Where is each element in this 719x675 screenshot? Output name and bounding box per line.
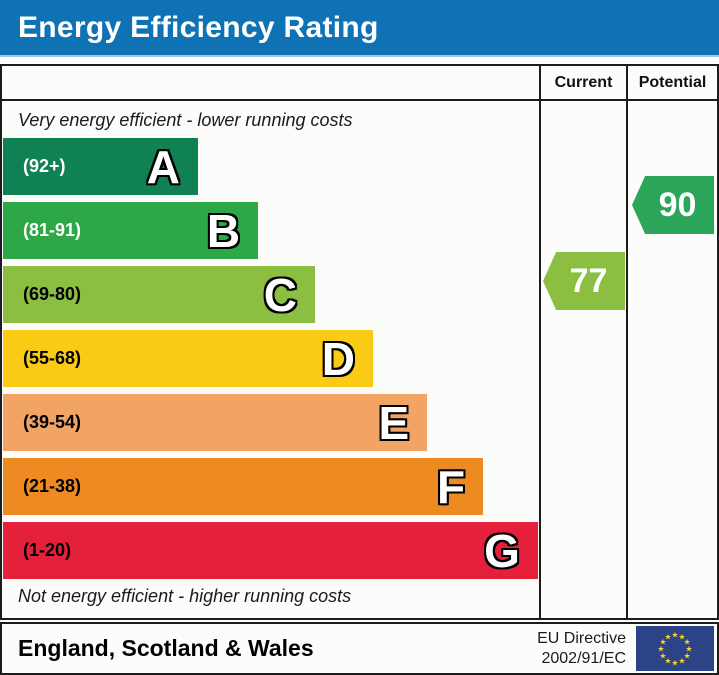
potential-rating-column: 90 <box>628 101 717 618</box>
svg-text:★: ★ <box>678 657 685 666</box>
footer-bar: England, Scotland & Wales EU Directive 2… <box>0 622 719 675</box>
top-note: Very energy efficient - lower running co… <box>18 110 353 130</box>
band-bar-f: (21-38) F <box>3 458 484 515</box>
band-bar-b: (81-91) B <box>3 202 259 259</box>
current-column-header: Current <box>541 66 628 99</box>
chart-header-spacer <box>2 66 541 99</box>
bottom-note: Not energy efficient - higher running co… <box>18 586 352 606</box>
band-letter-g: G <box>484 524 520 577</box>
current-rating-column: 77 <box>541 101 628 618</box>
page-title-bar: Energy Efficiency Rating <box>0 0 719 57</box>
band-range-g: (1-20) <box>23 540 72 560</box>
band-range-a: (92+) <box>23 156 66 176</box>
energy-rating-chart: Current Potential Very energy efficient … <box>0 64 719 620</box>
band-row-b: (81-91) B <box>2 202 539 259</box>
current-rating-arrow: 77 <box>543 252 625 310</box>
eu-flag-field <box>636 626 714 671</box>
svg-text:★: ★ <box>678 632 685 641</box>
band-bar-c: (69-80) C <box>3 266 315 323</box>
band-bar-a: (92+) A <box>3 138 198 195</box>
chart-header-row: Current Potential <box>2 66 717 101</box>
band-range-d: (55-68) <box>23 348 82 368</box>
eu-flag-icon: ★ ★ ★ ★ ★ ★ ★ ★ ★ ★ ★ ★ <box>636 626 714 671</box>
svg-text:★: ★ <box>657 645 664 654</box>
eu-directive-label: EU Directive 2002/91/EC <box>537 629 626 669</box>
potential-rating-value: 90 <box>658 185 697 224</box>
svg-text:★: ★ <box>659 638 666 647</box>
band-letter-c: C <box>263 268 297 321</box>
chart-body: Very energy efficient - lower running co… <box>2 101 717 618</box>
band-letter-e: E <box>378 396 410 449</box>
band-letter-f: F <box>436 460 466 513</box>
band-row-c: (69-80) C <box>2 266 539 323</box>
band-letter-b: B <box>206 204 241 257</box>
region-label: England, Scotland & Wales <box>18 635 314 661</box>
band-bar-e: (39-54) E <box>3 394 428 451</box>
page-title: Energy Efficiency Rating <box>18 10 379 44</box>
rating-bands-column: Very energy efficient - lower running co… <box>2 101 541 618</box>
svg-text:★: ★ <box>659 652 666 661</box>
eu-directive-line2: 2002/91/EC <box>541 649 626 667</box>
band-bar-g: (1-20) G <box>3 522 538 579</box>
band-row-e: (39-54) E <box>2 394 539 451</box>
svg-text:★: ★ <box>684 638 691 647</box>
svg-text:★: ★ <box>684 652 691 661</box>
band-range-e: (39-54) <box>23 412 82 432</box>
band-range-b: (81-91) <box>23 220 82 240</box>
band-letter-a: A <box>146 140 180 193</box>
band-row-a: (92+) A <box>2 138 539 195</box>
svg-text:★: ★ <box>664 632 671 641</box>
svg-text:★: ★ <box>685 645 692 654</box>
eu-directive-line1: EU Directive <box>537 629 626 647</box>
eu-flag-stars: ★ ★ ★ ★ ★ ★ ★ ★ ★ ★ ★ ★ <box>657 631 692 668</box>
potential-rating-arrow: 90 <box>632 176 714 234</box>
potential-column-header: Potential <box>638 73 707 91</box>
band-letter-d: D <box>321 332 355 385</box>
band-bar-d: (55-68) D <box>3 330 373 387</box>
current-rating-value: 77 <box>569 261 608 300</box>
svg-text:★: ★ <box>671 659 678 668</box>
band-row-d: (55-68) D <box>2 330 539 387</box>
band-range-f: (21-38) <box>23 476 82 496</box>
band-range-c: (69-80) <box>23 284 82 304</box>
svg-text:★: ★ <box>664 657 671 666</box>
svg-text:★: ★ <box>671 631 678 640</box>
band-row-g: (1-20) G <box>2 522 539 579</box>
band-row-f: (21-38) F <box>2 458 539 515</box>
